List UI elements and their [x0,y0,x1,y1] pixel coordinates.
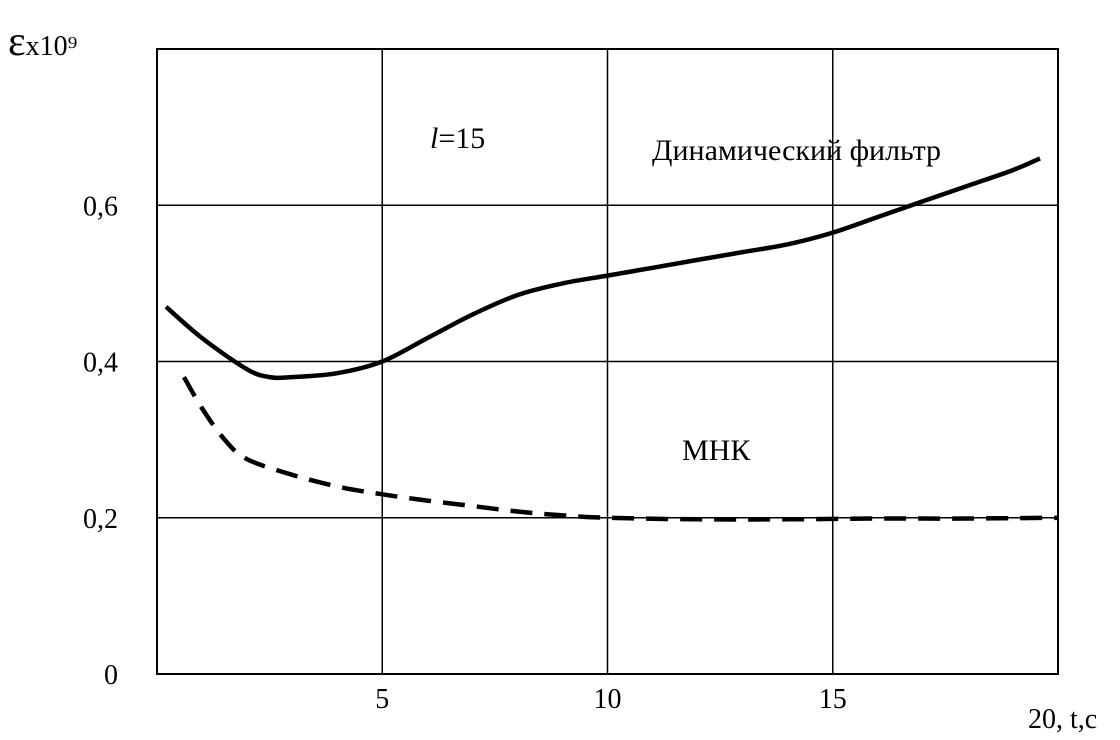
x-tick-label: 10 [594,684,622,715]
x-tick-label: 15 [819,684,847,715]
y-tick-label: 0,4 [83,348,118,379]
x-axis-label: 20, t,c [1028,704,1097,735]
y-tick-label: 0 [104,660,118,691]
series-line-dynamic-filter [164,156,1041,381]
y-tick-label: 0,6 [83,191,118,222]
param-annotation: l=15 [430,122,485,155]
plot-frame [156,48,1059,675]
series-label-dynamic-filter: Динамический фильтр [652,134,941,167]
grid-lines [157,49,1058,674]
y-axis-scale: x10⁹ [26,31,78,62]
series-group [164,156,1059,522]
y-tick-label: 0,2 [83,504,118,535]
param-symbol: l [430,122,438,155]
y-axis-label: εx10⁹ [8,19,77,65]
x-tick-labels: 5 10 15 [375,684,847,715]
series-label-mnk: МНК [682,434,751,467]
x-tick-label: 5 [375,684,389,715]
y-tick-labels: 0 0,2 0,4 0,6 [83,191,118,691]
param-value: =15 [438,122,485,155]
epsilon-symbol: ε [8,19,26,65]
series-line-mnk [182,375,1059,522]
